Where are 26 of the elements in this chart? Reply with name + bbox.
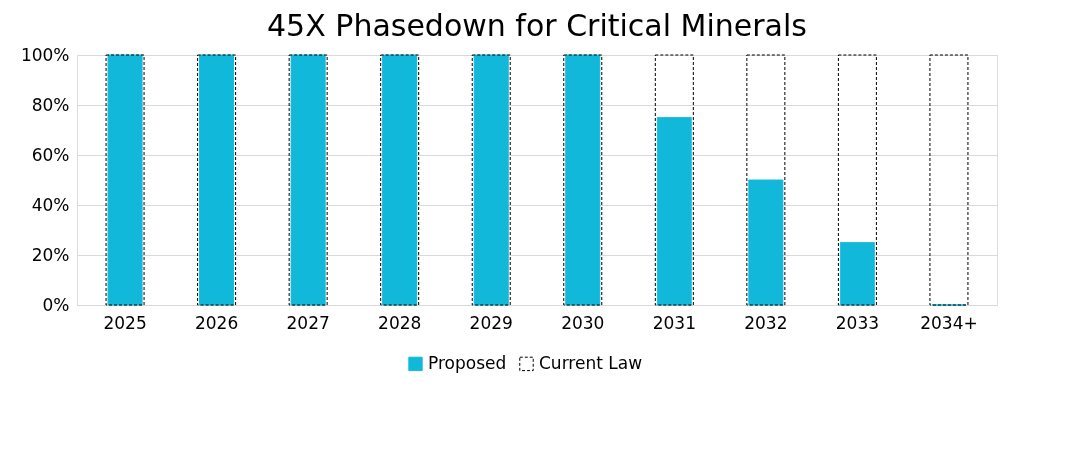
legend-label: Current Law bbox=[539, 352, 643, 373]
x-tick-label: 2034+ bbox=[920, 312, 978, 333]
y-tick-label: 0% bbox=[42, 294, 70, 315]
legend-label: Proposed bbox=[428, 352, 507, 373]
x-tick-label: 2033 bbox=[835, 312, 880, 333]
x-tick-label: 2027 bbox=[286, 312, 330, 333]
bar bbox=[748, 179, 784, 306]
bar bbox=[746, 54, 786, 306]
bar bbox=[656, 117, 692, 306]
x-tick-label: 2030 bbox=[561, 312, 605, 333]
x-tick-label: 2025 bbox=[103, 312, 147, 333]
y-tick-label: 100% bbox=[20, 44, 70, 65]
y-tick-label: 40% bbox=[31, 194, 70, 215]
y-tick-label: 20% bbox=[31, 244, 70, 265]
bar bbox=[839, 242, 875, 306]
bar bbox=[654, 54, 694, 306]
x-tick-label: 2026 bbox=[194, 312, 239, 333]
bar bbox=[929, 54, 969, 306]
x-tick-label: 2028 bbox=[378, 312, 422, 333]
chart-title: 45X Phasedown for Critical Minerals bbox=[267, 8, 807, 43]
x-tick-label: 2032 bbox=[744, 312, 788, 333]
y-tick-label: 60% bbox=[31, 144, 70, 165]
x-tick-label: 2029 bbox=[469, 312, 513, 333]
x-tick-label: 2031 bbox=[652, 312, 696, 333]
y-tick-label: 80% bbox=[31, 94, 70, 115]
bar bbox=[837, 54, 877, 306]
